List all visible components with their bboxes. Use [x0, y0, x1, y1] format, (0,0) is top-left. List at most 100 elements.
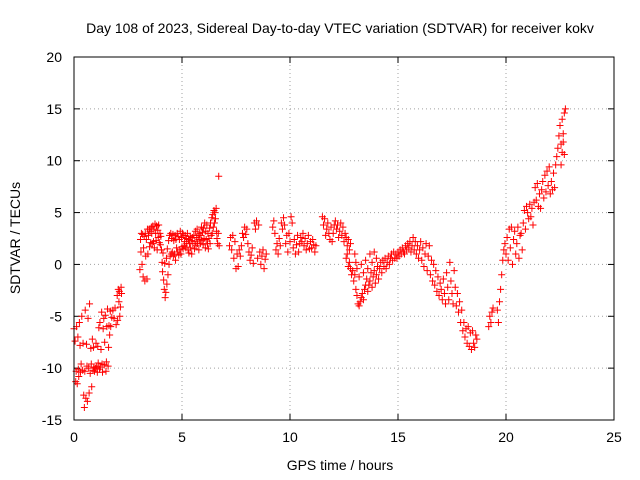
data-point-plus-marker — [164, 271, 172, 279]
data-point-plus-marker — [351, 250, 359, 258]
data-point-plus-marker — [187, 237, 195, 245]
data-point-plus-marker — [561, 105, 569, 113]
data-point-plus-marker — [375, 275, 383, 283]
y-tick-label: -15 — [42, 412, 62, 428]
data-point-plus-marker — [358, 289, 366, 297]
data-point-plus-marker — [247, 251, 255, 259]
data-point-plus-marker — [526, 200, 534, 208]
data-point-plus-marker — [533, 180, 541, 188]
data-point-plus-marker — [542, 188, 550, 196]
chart-title: Day 108 of 2023, Sidereal Day-to-day VTE… — [86, 20, 594, 36]
data-point-plus-marker — [112, 321, 120, 329]
data-point-plus-marker — [78, 312, 86, 320]
data-point-plus-marker — [113, 292, 121, 300]
data-point-plus-marker — [517, 229, 525, 237]
data-point-plus-marker — [471, 343, 479, 351]
data-point-plus-marker — [450, 267, 458, 275]
data-point-plus-marker — [99, 368, 107, 376]
data-point-plus-marker — [105, 322, 113, 330]
data-point-plus-marker — [345, 246, 353, 254]
data-point-plus-marker — [204, 245, 212, 253]
data-point-plus-marker — [453, 289, 461, 297]
data-point-plus-marker — [435, 292, 443, 300]
data-point-plus-marker — [485, 323, 493, 331]
data-point-plus-marker — [206, 240, 214, 248]
data-point-plus-marker — [255, 221, 263, 229]
data-point-plus-marker — [518, 246, 526, 254]
data-point-plus-marker — [197, 231, 205, 239]
data-point-plus-marker — [257, 260, 265, 268]
data-point-plus-marker — [208, 229, 216, 237]
data-point-plus-marker — [537, 204, 545, 212]
data-point-plus-marker — [199, 228, 207, 236]
data-point-plus-marker — [344, 236, 352, 244]
data-point-plus-marker — [353, 292, 361, 300]
data-point-plus-marker — [101, 338, 109, 346]
data-point-plus-marker — [302, 246, 310, 254]
data-point-plus-marker — [345, 258, 353, 266]
data-point-plus-marker — [99, 325, 107, 333]
data-point-plus-marker — [382, 265, 390, 273]
y-tick-label: -5 — [50, 308, 63, 324]
data-point-plus-marker — [559, 138, 567, 146]
data-point-plus-marker — [243, 225, 251, 233]
data-point-plus-marker — [359, 296, 367, 304]
data-point-plus-marker — [560, 150, 568, 158]
data-point-plus-marker — [444, 283, 452, 291]
data-point-plus-marker — [172, 256, 180, 264]
data-point-plus-marker — [159, 249, 167, 257]
data-point-plus-marker — [85, 389, 93, 397]
data-point-plus-marker — [259, 246, 267, 254]
data-point-plus-marker — [355, 273, 363, 281]
data-point-plus-marker — [84, 314, 92, 322]
data-point-plus-marker — [409, 233, 417, 241]
data-point-plus-marker — [511, 227, 519, 235]
data-point-plus-marker — [193, 225, 201, 233]
plot-frame — [73, 56, 615, 421]
data-point-plus-marker — [244, 240, 252, 248]
data-point-plus-marker — [469, 327, 477, 335]
data-point-plus-marker — [276, 242, 284, 250]
data-point-plus-marker — [161, 259, 169, 267]
data-point-plus-marker — [249, 259, 257, 267]
data-point-plus-marker — [301, 235, 309, 242]
data-point-plus-marker — [487, 319, 495, 327]
data-point-plus-marker — [163, 245, 171, 253]
data-point-plus-marker — [236, 252, 244, 260]
data-point-plus-marker — [312, 242, 320, 250]
data-point-plus-marker — [79, 339, 87, 347]
data-point-plus-marker — [452, 302, 460, 310]
data-point-plus-marker — [340, 238, 348, 246]
data-point-plus-marker — [470, 339, 478, 347]
data-point-plus-marker — [116, 312, 124, 320]
data-point-plus-marker — [510, 236, 518, 244]
data-point-plus-marker — [231, 238, 239, 246]
data-point-plus-marker — [136, 266, 144, 274]
data-point-plus-marker — [531, 184, 539, 192]
data-point-plus-marker — [114, 316, 122, 324]
data-point-plus-marker — [246, 256, 254, 264]
data-point-plus-marker — [486, 312, 494, 320]
data-point-plus-marker — [309, 236, 317, 244]
data-point-plus-marker — [493, 306, 501, 314]
data-point-plus-marker — [215, 242, 223, 250]
x-tick-label: 20 — [498, 429, 514, 445]
data-point-plus-marker — [433, 287, 441, 295]
data-point-plus-marker — [456, 298, 464, 306]
data-point-plus-marker — [80, 404, 88, 412]
data-point-plus-marker — [286, 238, 294, 246]
data-point-plus-marker — [156, 229, 164, 237]
data-point-plus-marker — [504, 256, 512, 264]
data-point-plus-marker — [234, 263, 242, 271]
data-point-plus-marker — [282, 240, 290, 248]
data-point-plus-marker — [502, 250, 510, 258]
data-point-plus-marker — [440, 289, 448, 297]
data-point-plus-marker — [75, 372, 83, 380]
data-point-plus-marker — [529, 221, 537, 229]
data-point-plus-marker — [532, 196, 540, 204]
data-point-plus-marker — [73, 380, 81, 388]
data-point-plus-marker — [328, 238, 336, 246]
data-point-plus-marker — [142, 236, 150, 244]
data-point-plus-marker — [75, 319, 83, 327]
data-point-plus-marker — [508, 260, 516, 268]
